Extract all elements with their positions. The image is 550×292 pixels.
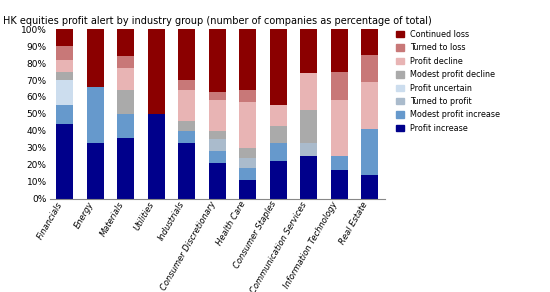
Bar — [148, 114, 164, 199]
Bar — [117, 90, 134, 114]
Bar — [361, 129, 378, 175]
Bar — [209, 131, 226, 139]
Bar — [239, 168, 256, 180]
Bar — [361, 29, 378, 55]
Bar — [117, 29, 134, 56]
Bar — [239, 90, 256, 102]
Bar — [178, 90, 195, 121]
Bar — [178, 143, 195, 199]
Bar — [56, 80, 73, 105]
Bar — [87, 143, 103, 199]
Bar — [117, 114, 134, 138]
Bar — [178, 29, 195, 80]
Bar — [361, 82, 378, 129]
Bar — [331, 29, 348, 72]
Bar — [209, 139, 226, 151]
Bar — [239, 158, 256, 168]
Bar — [300, 29, 317, 73]
Bar — [239, 29, 256, 90]
Legend: Continued loss, Turned to loss, Profit decline, Modest profit decline, Profit un: Continued loss, Turned to loss, Profit d… — [396, 30, 500, 133]
Bar — [270, 143, 287, 161]
Bar — [239, 148, 256, 158]
Bar — [56, 46, 73, 60]
Bar — [178, 80, 195, 90]
Bar — [270, 126, 287, 143]
Bar — [300, 143, 317, 156]
Title: HK equities profit alert by industry group (number of companies as percentage of: HK equities profit alert by industry gro… — [3, 16, 432, 26]
Bar — [148, 29, 164, 114]
Bar — [239, 180, 256, 199]
Bar — [56, 29, 73, 46]
Bar — [331, 170, 348, 199]
Bar — [331, 100, 348, 156]
Bar — [361, 175, 378, 199]
Bar — [56, 124, 73, 199]
Bar — [178, 121, 195, 131]
Bar — [270, 161, 287, 199]
Bar — [239, 102, 256, 148]
Bar — [270, 29, 287, 105]
Bar — [178, 131, 195, 143]
Bar — [209, 151, 226, 163]
Bar — [56, 60, 73, 72]
Bar — [209, 100, 226, 131]
Bar — [209, 29, 226, 92]
Bar — [361, 55, 378, 82]
Bar — [87, 29, 103, 87]
Bar — [56, 105, 73, 124]
Bar — [300, 110, 317, 143]
Bar — [117, 68, 134, 90]
Bar — [300, 73, 317, 110]
Bar — [300, 156, 317, 199]
Bar — [270, 105, 287, 126]
Bar — [117, 138, 134, 199]
Bar — [117, 56, 134, 68]
Bar — [209, 92, 226, 100]
Bar — [331, 156, 348, 170]
Bar — [87, 87, 103, 143]
Bar — [56, 72, 73, 80]
Bar — [331, 72, 348, 100]
Bar — [209, 163, 226, 199]
